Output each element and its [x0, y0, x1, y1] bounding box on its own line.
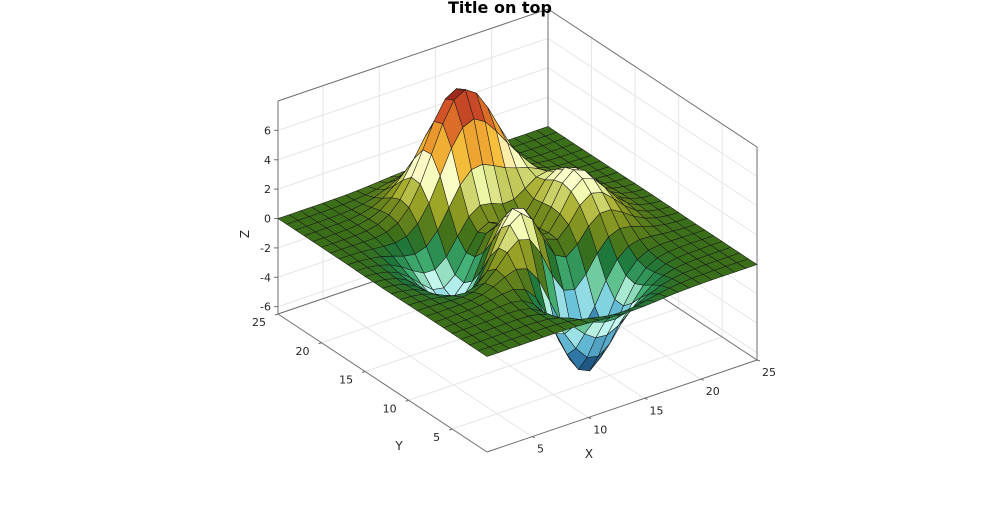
y-tick-label: 5	[433, 431, 440, 444]
y-tick-mark	[449, 428, 453, 431]
x-axis-line	[486, 359, 758, 453]
chart-title: Title on top	[448, 0, 552, 17]
x-tick-label: 20	[706, 385, 720, 398]
axes-front: 5 10 15 20 25 5 10 15 20 25 -6 -4 -2 0 2 4 6	[252, 124, 776, 455]
z-tick-label: -4	[260, 271, 271, 284]
x-axis-label: X	[585, 447, 593, 461]
box-edge-top-right	[547, 8, 758, 148]
x-tick-mark	[700, 378, 704, 381]
z-tick-label: 4	[264, 154, 271, 167]
y-axis-label: Y	[394, 439, 403, 453]
surface-mesh	[277, 88, 758, 372]
y-tick-label: 25	[252, 316, 266, 329]
floor-grid-y	[452, 336, 723, 430]
z-tick-label: -2	[260, 242, 271, 255]
y-tick-mark	[274, 313, 279, 316]
y-tick-label: 20	[296, 345, 310, 358]
x-tick-mark	[644, 397, 648, 400]
z-tick-label: -6	[260, 301, 271, 314]
box-edge-top-back	[277, 8, 549, 102]
x-tick-label: 15	[650, 404, 664, 417]
wall-grid-z	[277, 67, 549, 161]
wall-grid-z2	[547, 37, 758, 177]
y-tick-mark	[405, 399, 409, 402]
surface-cell	[736, 258, 758, 269]
y-tick-label: 10	[383, 402, 397, 415]
x-tick-label: 25	[762, 366, 776, 379]
wall-grid-z2	[547, 96, 758, 236]
floor-grid-y	[408, 307, 679, 401]
z-tick-label: 6	[264, 124, 271, 137]
z-tick-label: 2	[264, 183, 271, 196]
x-tick-mark	[756, 359, 761, 362]
y-tick-label: 15	[339, 374, 353, 387]
y-tick-mark	[318, 342, 322, 345]
z-tick-label: 0	[264, 213, 271, 226]
wall-grid-z	[277, 96, 549, 190]
z-axis-label: Z	[238, 230, 252, 238]
x-tick-mark	[531, 436, 536, 439]
wall-grid-z	[277, 37, 549, 131]
y-tick-mark	[361, 371, 366, 373]
x-tick-label: 10	[593, 424, 607, 437]
x-tick-mark	[588, 417, 592, 419]
x-tick-label: 5	[537, 443, 544, 456]
wall-grid-z2	[547, 67, 758, 207]
